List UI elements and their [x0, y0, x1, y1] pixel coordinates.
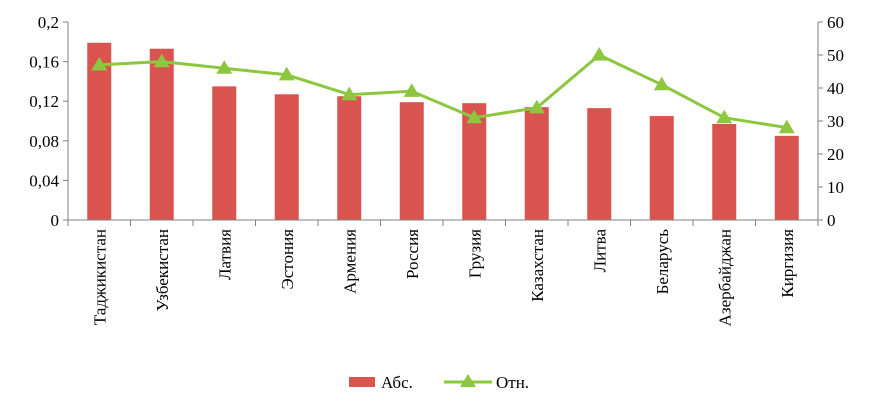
y-right-tick-label-5: 50: [827, 46, 844, 65]
x-tick-label-11: Киргизия: [778, 229, 797, 298]
x-tick-label-9: Беларусь: [653, 229, 672, 295]
x-tick-label-6: Грузия: [465, 229, 484, 278]
line-marker-11: [778, 119, 795, 134]
line-marker-9: [653, 76, 670, 91]
y-left-tick-label-3: 0,12: [29, 92, 59, 111]
bar-1: [149, 48, 174, 221]
legend-label-line: Отн.: [496, 373, 529, 392]
y-right-tick-label-4: 40: [827, 79, 844, 98]
x-tick-label-0: Таджикистан: [90, 229, 109, 325]
x-tick-label-7: Казахстан: [528, 229, 547, 302]
y-left-tick-label-1: 0,04: [29, 171, 59, 190]
axes-layer: 0 0,04 0,08 0,12 0,16 0,2 0 10 20 30 40 50 60 Таджики…: [29, 13, 844, 326]
bar-8: [587, 108, 612, 220]
line-marker-4: [341, 86, 358, 101]
bars-layer: [87, 42, 799, 221]
legend-label-bar: Абс.: [381, 373, 413, 392]
y-right-tick-label-6: 60: [827, 13, 844, 32]
x-tick-label-10: Азербайджан: [715, 229, 734, 326]
x-tick-label-5: Россия: [403, 229, 422, 279]
line-marker-3: [278, 66, 295, 81]
y-right-tick-label-1: 10: [827, 178, 844, 197]
line-marker-2: [216, 60, 233, 74]
bar-5: [399, 102, 424, 220]
y-left-tick-label-5: 0,2: [38, 13, 59, 32]
y-left-tick-label-0: 0: [51, 211, 60, 230]
line-marker-7: [528, 99, 545, 114]
bar-7: [524, 107, 549, 220]
line-marker-1: [153, 53, 170, 68]
y-left-tick-label-4: 0,16: [29, 53, 59, 72]
line-series-path: [99, 53, 787, 130]
line-marker-10: [716, 109, 733, 124]
y-right-tick-label-0: 0: [827, 211, 836, 230]
x-tick-label-2: Латвия: [215, 229, 234, 280]
line-marker-0: [91, 56, 108, 71]
x-tick-label-4: Армения: [340, 229, 359, 294]
y-right-tick-label-2: 20: [827, 145, 844, 164]
y-right-tick-label-3: 30: [827, 112, 844, 131]
bar-11: [774, 135, 799, 220]
bar-9: [649, 116, 674, 220]
line-marker-6: [466, 109, 483, 124]
line-layer: [91, 47, 795, 134]
legend-swatch-bar: [349, 377, 375, 387]
legend: Абс. Отн.: [349, 373, 529, 392]
bar-3: [274, 94, 299, 220]
line-marker-8: [591, 47, 608, 61]
x-tick-label-3: Эстония: [278, 229, 297, 290]
legend-swatch-marker: [460, 374, 476, 387]
y-left-tick-label-2: 0,08: [29, 132, 59, 151]
bar-0: [87, 42, 112, 220]
x-tick-label-8: Литва: [590, 229, 609, 273]
x-tick-label-1: Узбекистан: [153, 229, 172, 311]
line-marker-5: [403, 83, 420, 97]
bar-2: [212, 86, 237, 220]
bar-4: [337, 96, 362, 220]
bar-10: [712, 123, 737, 220]
